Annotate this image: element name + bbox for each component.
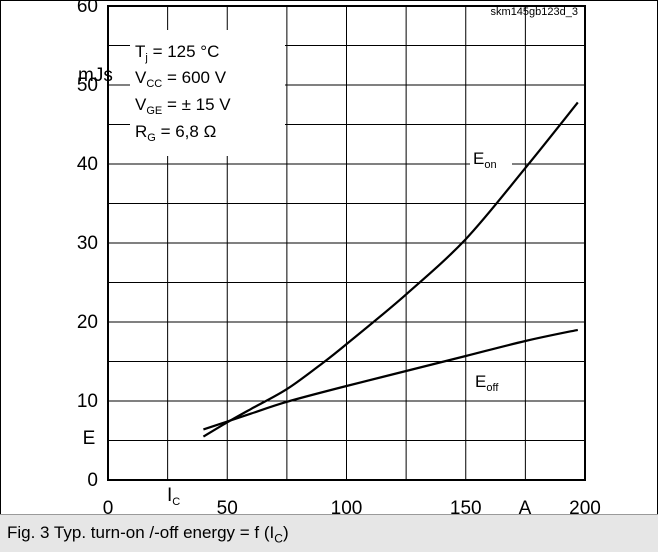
caption-subscript: C xyxy=(274,531,283,546)
caption-suffix: ) xyxy=(282,523,289,542)
y-tick-label: 0 xyxy=(87,470,98,491)
series-label-eoff-text: Eoff xyxy=(475,372,499,394)
series-label-eoff: Eoff xyxy=(472,366,516,396)
figure-caption: Fig. 3 Typ. turn-on /-off energy = f (IC… xyxy=(7,523,289,545)
x-tick-label: 200 xyxy=(569,498,601,519)
y-tick-label: 60 xyxy=(77,0,98,17)
conditions-background xyxy=(130,30,285,156)
x-tick-label: 0 xyxy=(103,498,114,519)
x-symbol-label: IC xyxy=(167,485,180,508)
series-label-eon-background xyxy=(470,143,512,173)
series-label-eon-text: Eon xyxy=(473,149,497,171)
x-tick-label: 150 xyxy=(450,498,482,519)
x-unit-label: A xyxy=(519,498,532,519)
curves xyxy=(202,101,579,438)
condition-tj: Tj = 125 °C xyxy=(135,42,219,64)
figure-id-label: skm145gb123d_3 xyxy=(491,6,578,18)
x-tick-label: 50 xyxy=(217,498,238,519)
caption-bar: Fig. 3 Typ. turn-on /-off energy = f (IC… xyxy=(0,514,658,552)
y-symbol-label: E xyxy=(83,428,96,449)
caption-prefix: Fig. 3 Typ. turn-on /-off energy = f (I xyxy=(7,523,275,542)
y-tick-label: 50 xyxy=(77,75,98,96)
condition-rg: RG = 6,8 Ω xyxy=(135,122,216,144)
series-label-eon: Eon xyxy=(470,143,512,173)
plot-frame xyxy=(107,5,586,481)
series-label-eoff-background xyxy=(472,366,516,396)
y-tick-label: 20 xyxy=(77,312,98,333)
condition-vcc: VCC = 600 V xyxy=(135,68,227,90)
x-tick-label: 100 xyxy=(331,498,363,519)
condition-vge: VGE = ± 15 V xyxy=(135,95,231,117)
y-tick-label: 10 xyxy=(77,391,98,412)
series-line-eoff xyxy=(203,328,579,431)
y-tick-label: 40 xyxy=(77,154,98,175)
y-unit-label: mJs xyxy=(78,65,113,86)
series-line-eon xyxy=(202,101,579,438)
tick-labels: 0 10 20 30 40 50 60 0 50 100 150 200 xyxy=(77,0,601,519)
conditions-box: Tj = 125 °C VCC = 600 V VGE = ± 15 V RG … xyxy=(130,30,285,156)
y-tick-label: 30 xyxy=(77,233,98,254)
